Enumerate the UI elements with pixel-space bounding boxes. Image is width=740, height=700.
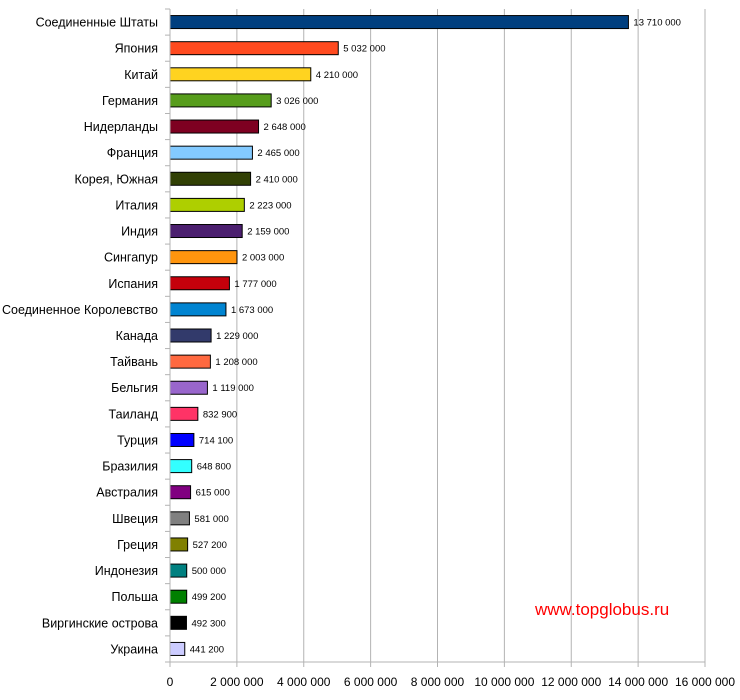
value-label: 1 119 000 [212,383,254,394]
value-label: 5 032 000 [343,44,385,55]
value-label: 4 210 000 [316,70,358,81]
value-label: 1 673 000 [231,305,273,316]
category-label: Япония [115,42,158,56]
bar [169,119,260,134]
category-label: Греция [117,538,158,552]
bar [169,15,629,30]
value-label: 492 300 [191,618,225,629]
category-label: Соединенное Королевство [2,303,158,317]
x-axis: 0 2 000 000 4 000 000 6 000 000 8 000 000 10 … [165,8,735,689]
bar [169,511,190,526]
value-label: 2 223 000 [249,200,291,211]
category-label: Нидерланды [84,120,158,134]
value-label: 441 200 [190,644,224,655]
bar [169,224,243,239]
x-tick-label: 0 [167,675,174,689]
category-label: Индонезия [95,564,158,578]
bar [169,537,189,552]
watermark-text: www.topglobus.ru [535,600,670,619]
bar [169,93,272,108]
bar [169,145,253,160]
bar [169,41,339,56]
bar [169,67,312,82]
x-tick-label: 2 000 000 [210,675,264,689]
value-label: 500 000 [192,566,226,577]
x-tick-label: 10 000 000 [474,675,534,689]
category-label: Франция [107,146,158,160]
category-label: Виргинские острова [42,616,158,630]
x-tick-label: 16 000 000 [675,675,735,689]
labels: Соединенные Штаты 13 710 000 Япония 5 032 0… [2,16,681,657]
bar [169,563,188,578]
value-label: 2 465 000 [257,148,299,159]
bar [169,354,211,369]
x-tick-label: 12 000 000 [541,675,601,689]
bar [169,432,195,447]
value-label: 2 410 000 [256,174,298,185]
value-label: 1 208 000 [215,357,257,368]
category-label: Тайвань [110,355,158,369]
value-label: 499 200 [192,592,226,603]
category-label: Канада [116,329,158,343]
value-label: 2 648 000 [264,122,306,133]
category-label: Китай [124,68,158,82]
category-label: Украина [110,642,158,656]
value-label: 581 000 [194,514,228,525]
x-tick-label: 8 000 000 [411,675,465,689]
category-label: Швеция [112,512,158,526]
bar [169,406,199,421]
value-label: 3 026 000 [276,96,318,107]
value-label: 714 100 [199,435,233,446]
gridlines [169,9,706,662]
bar [169,171,252,186]
category-label: Польша [112,590,158,604]
category-label: Италия [115,198,158,212]
category-label: Австралия [96,486,158,500]
category-label: Индия [121,225,158,239]
bar [169,485,192,500]
value-label: 1 777 000 [234,279,276,290]
bar [169,615,187,630]
category-label: Корея, Южная [75,172,158,186]
value-label: 2 003 000 [242,253,284,264]
category-label: Бельгия [111,381,158,395]
bar [169,459,193,474]
bar [169,250,238,265]
x-tick-label: 6 000 000 [344,675,398,689]
bar [169,197,245,212]
bar [169,328,212,343]
x-tick-label: 4 000 000 [277,675,331,689]
category-label: Бразилия [102,460,158,474]
value-label: 527 200 [193,540,227,551]
value-label: 615 000 [196,488,230,499]
category-label: Таиланд [109,407,159,421]
value-label: 13 710 000 [633,18,681,29]
value-label: 1 229 000 [216,331,258,342]
value-label: 648 800 [197,462,231,473]
bar [169,276,230,291]
category-label: Сингапур [104,251,158,265]
category-label: Соединенные Штаты [36,16,158,30]
category-label: Турция [117,433,158,447]
category-label: Германия [102,94,158,108]
value-label: 832 900 [203,409,237,420]
x-tick-label: 14 000 000 [608,675,668,689]
value-label: 2 159 000 [247,227,289,238]
category-label: Испания [108,277,158,291]
bar [169,589,188,604]
bar [169,302,227,317]
bar [169,380,208,395]
bar [169,641,186,656]
